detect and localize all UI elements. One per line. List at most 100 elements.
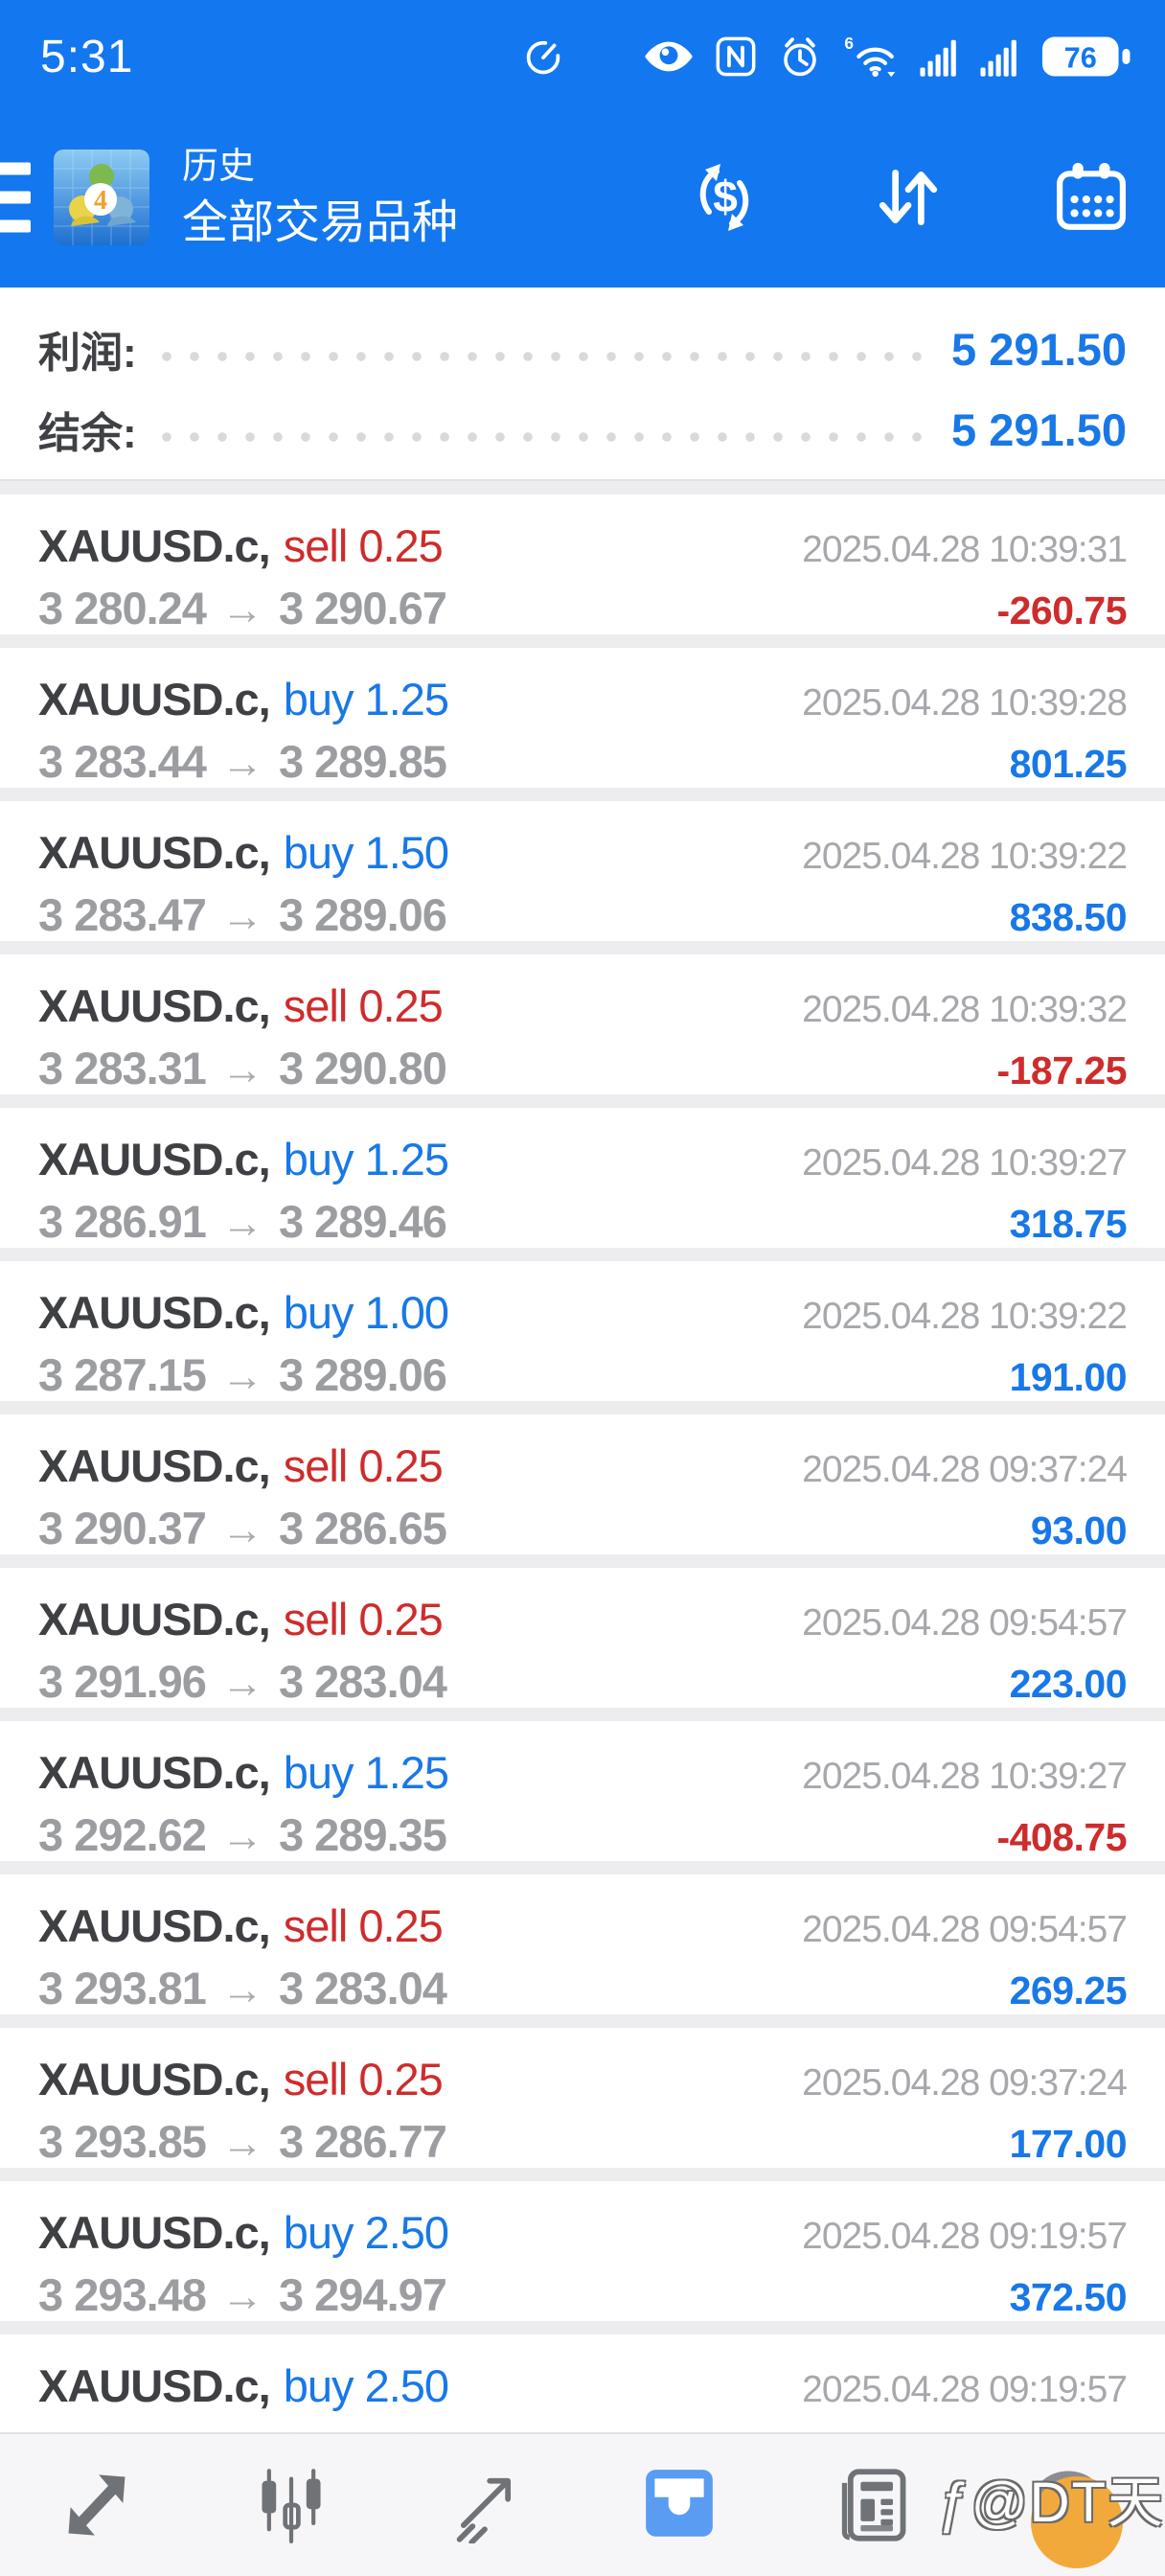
trade-close-price: 3 289.06 [278, 1349, 447, 1400]
trade-profit: 177.00 [1009, 2122, 1128, 2166]
trade-close-price: 3 289.46 [278, 1196, 447, 1247]
trade-profit: 269.25 [1009, 1968, 1128, 2012]
dotted-leader [161, 351, 927, 362]
profit-value: 5 291.50 [951, 323, 1127, 375]
watermark-text: ƒ@DT天 [938, 2472, 1165, 2534]
trade-profit: 93.00 [1030, 1508, 1128, 1552]
balance-summary-row: 结余: 5 291.50 [38, 389, 1127, 470]
trade-side: sell 0.25 [283, 2054, 444, 2104]
header-titles: 历史 全部交易品种 [182, 149, 458, 246]
status-icons: 6 [522, 33, 1132, 80]
trade-side: buy 1.25 [283, 1134, 449, 1184]
svg-text:76: 76 [1064, 40, 1097, 74]
trade-row[interactable]: XAUUSD.c, sell 0.25 2025.04.28 09:37:24 … [0, 1414, 1165, 1554]
trade-close-price: 3 289.85 [278, 736, 447, 787]
trade-row[interactable]: XAUUSD.c, buy 2.50 2025.04.28 09:19:57 3… [0, 2181, 1165, 2321]
status-time: 5:31 [40, 31, 134, 82]
trade-datetime: 2025.04.28 09:19:57 [802, 2369, 1128, 2410]
trade-profit: 318.75 [1009, 1202, 1128, 1246]
trade-icon [456, 2477, 511, 2543]
wifi-6-icon: 6 [844, 34, 896, 78]
calendar-icon[interactable] [1056, 162, 1127, 233]
trade-datetime: 2025.04.28 09:37:24 [802, 1449, 1128, 1490]
trade-datetime: 2025.04.28 10:39:27 [802, 1756, 1128, 1797]
hamburger-menu-icon[interactable] [0, 162, 31, 233]
trade-symbol: XAUUSD.c, [38, 1440, 271, 1491]
trade-datetime: 2025.04.28 10:39:31 [802, 529, 1128, 570]
status-bar: 5:31 6 [0, 0, 1165, 107]
mt4-app-icon: 4 [54, 150, 149, 245]
trade-symbol: XAUUSD.c, [38, 1134, 271, 1184]
trade-side: buy 2.50 [283, 2360, 449, 2411]
trade-row[interactable]: XAUUSD.c, buy 1.25 2025.04.28 10:39:27 3… [0, 1721, 1165, 1861]
nav-news[interactable] [792, 2448, 955, 2563]
profit-label: 利润: [38, 330, 137, 377]
trade-side: sell 0.25 [283, 1440, 444, 1491]
right-arrow-icon: → [220, 1046, 263, 1093]
trade-open-price: 3 283.47 [38, 889, 207, 940]
trade-row[interactable]: XAUUSD.c, sell 0.25 2025.04.28 09:37:24 … [0, 2028, 1165, 2168]
right-arrow-icon: → [220, 1813, 263, 1860]
trade-row[interactable]: XAUUSD.c, sell 0.25 2025.04.28 09:54:57 … [0, 1568, 1165, 1708]
signal-icon [920, 39, 956, 77]
svg-text:6: 6 [844, 34, 854, 53]
nav-history[interactable] [598, 2448, 761, 2563]
right-arrow-icon: → [220, 1353, 263, 1400]
trade-open-price: 3 292.62 [38, 1809, 207, 1860]
trade-datetime: 2025.04.28 09:54:57 [802, 1602, 1128, 1644]
trade-profit: 801.25 [1009, 742, 1128, 786]
profit-summary-row: 利润: 5 291.50 [38, 309, 1127, 389]
trade-row[interactable]: XAUUSD.c, sell 0.25 2025.04.28 10:39:31 … [0, 494, 1165, 634]
trade-datetime: 2025.04.28 09:37:24 [802, 2062, 1128, 2104]
trade-datetime: 2025.04.28 10:39:32 [802, 989, 1128, 1030]
trade-side: buy 1.50 [283, 827, 449, 878]
trade-symbol: XAUUSD.c, [38, 1594, 271, 1644]
quotes-icon [68, 2474, 126, 2536]
right-arrow-icon: → [220, 586, 263, 633]
trade-profit: -260.75 [996, 588, 1127, 632]
trade-row[interactable]: XAUUSD.c, sell 0.25 2025.04.28 10:39:32 … [0, 954, 1165, 1094]
trade-datetime: 2025.04.28 09:54:57 [802, 1909, 1128, 1950]
trade-open-price: 3 293.48 [38, 2269, 207, 2320]
trade-profit: 838.50 [1009, 895, 1128, 939]
trade-row[interactable]: XAUUSD.c, sell 0.25 2025.04.28 09:54:57 … [0, 1874, 1165, 2014]
right-arrow-icon: → [220, 1200, 263, 1247]
trade-close-price: 3 283.04 [278, 1963, 447, 2013]
trade-side: buy 1.25 [283, 1747, 449, 1798]
trade-close-price: 3 289.06 [278, 889, 447, 940]
trade-open-price: 3 283.31 [38, 1043, 207, 1093]
watermark-circle [1031, 2476, 1123, 2568]
right-arrow-icon: → [220, 740, 263, 787]
trade-symbol: XAUUSD.c, [38, 827, 271, 878]
bottom-nav: ƒ@DT天 [0, 2432, 1165, 2576]
trade-side: sell 0.25 [283, 980, 444, 1031]
trade-close-price: 3 294.97 [278, 2269, 447, 2320]
trade-side: sell 0.25 [283, 1900, 444, 1951]
trade-row[interactable]: XAUUSD.c, buy 1.50 2025.04.28 10:39:22 3… [0, 801, 1165, 941]
svg-text:4: 4 [94, 186, 107, 216]
money-transfer-icon[interactable]: $ [688, 161, 761, 234]
trade-close-price: 3 290.67 [278, 583, 447, 633]
trade-symbol: XAUUSD.c, [38, 1747, 271, 1798]
dotted-leader [161, 431, 927, 443]
trade-row[interactable]: XAUUSD.c, buy 1.25 2025.04.28 10:39:28 3… [0, 648, 1165, 788]
trade-list: XAUUSD.c, sell 0.25 2025.04.28 10:39:31 … [0, 494, 1165, 2474]
trade-side: buy 1.00 [283, 1287, 449, 1338]
page-title: 历史 [182, 147, 256, 187]
nav-quotes[interactable] [15, 2448, 178, 2563]
eye-icon [645, 41, 693, 72]
trade-row[interactable]: XAUUSD.c, buy 1.25 2025.04.28 10:39:27 3… [0, 1108, 1165, 1248]
trade-profit: 191.00 [1009, 1355, 1128, 1399]
symbol-filter-subtitle[interactable]: 全部交易品种 [182, 197, 459, 248]
trade-row[interactable]: XAUUSD.c, buy 1.00 2025.04.28 10:39:22 3… [0, 1261, 1165, 1401]
nav-trade[interactable] [404, 2448, 567, 2563]
alarm-icon [784, 37, 816, 77]
trade-open-price: 3 293.81 [38, 1963, 207, 2013]
right-arrow-icon: → [220, 2273, 263, 2320]
nav-charts[interactable] [210, 2448, 373, 2563]
sort-icon[interactable] [874, 163, 943, 232]
balance-label: 结余: [38, 410, 137, 457]
trade-symbol: XAUUSD.c, [38, 2360, 271, 2411]
signal-icon [980, 39, 1017, 77]
app-bar: 4 历史 全部交易品种 $ [0, 107, 1165, 288]
